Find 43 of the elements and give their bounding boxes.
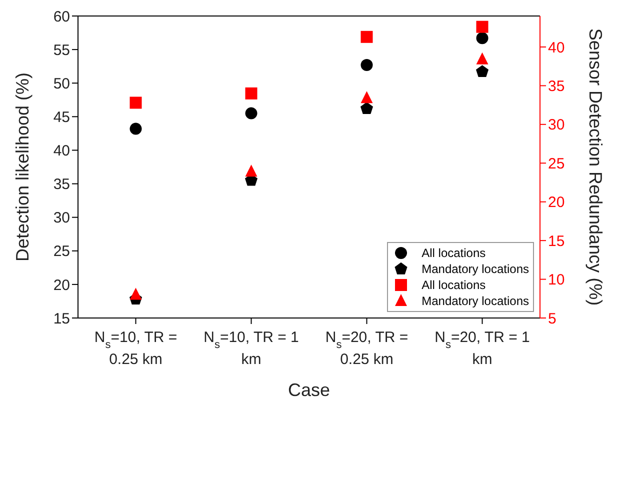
y2-tick-label: 10 (548, 272, 565, 289)
y-tick-label: 25 (53, 243, 70, 260)
point (360, 30, 373, 43)
point (476, 52, 488, 64)
point (360, 91, 373, 104)
y2-tick-label: 30 (548, 116, 565, 134)
point (476, 65, 489, 78)
x-tick-label: N$_{s}$=20, TR = 0.25 km (325, 329, 408, 368)
legend-label: All locations (422, 278, 486, 292)
y-tick-label: 50 (53, 75, 70, 92)
point (360, 58, 373, 71)
x-tick-label: N$_{s}$=20, TR = 1 km (434, 329, 530, 368)
y-tick-label: 30 (53, 210, 70, 227)
legend-label: All locations (422, 246, 486, 260)
point (476, 32, 488, 44)
point (245, 87, 258, 100)
y-tick-label: 60 (53, 8, 70, 26)
x-axis-title: Case (288, 380, 330, 400)
x-tick-label: N$_{s}$=10, TR = 0.25 km (94, 329, 178, 368)
point (130, 96, 142, 109)
y2-tick-label: 40 (548, 39, 565, 56)
y-tick-label: 15 (53, 310, 70, 328)
point (360, 102, 374, 114)
legend-label: Mandatory locations (422, 262, 529, 276)
y2-tick-label: 25 (548, 155, 565, 172)
point (245, 107, 258, 120)
point (130, 288, 142, 300)
y2-tick-label: 20 (548, 194, 565, 212)
point (130, 122, 142, 135)
legend-label: Mandatory locations (422, 294, 529, 308)
y-tick-label: 40 (53, 142, 70, 160)
y-tick-label: 20 (53, 276, 70, 294)
y2-tick-label: 35 (548, 78, 565, 96)
point (476, 20, 488, 33)
y-tick-label: 45 (53, 108, 70, 126)
point (245, 164, 258, 177)
y-tick-label: 55 (53, 42, 70, 59)
y2-tick-label: 15 (548, 232, 565, 250)
y2-axis-title: Sensor Detection Redundancy (%) (586, 28, 606, 306)
y2-tick-label: 5 (548, 310, 556, 328)
x-tick-label: N$_{s}$=10, TR = 1 km (204, 329, 299, 368)
y-axis-title: Detection likelihood (%) (12, 72, 32, 262)
y-tick-label: 35 (53, 176, 70, 194)
